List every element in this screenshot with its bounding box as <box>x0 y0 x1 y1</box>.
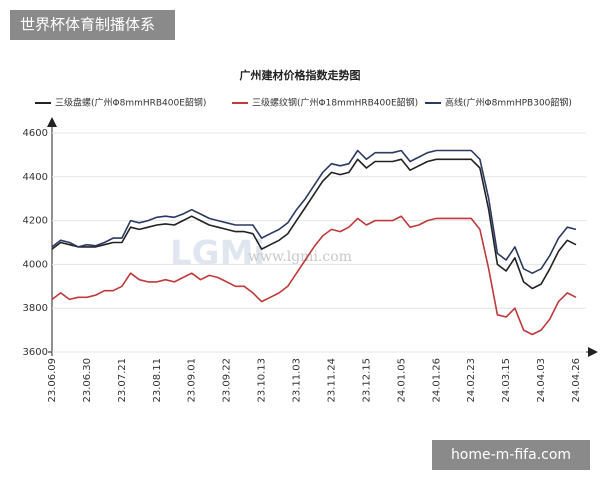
series-line <box>51 158 577 290</box>
badge-text: home-m-fifa.com <box>451 447 571 463</box>
y-tick-label: 4600 <box>23 128 48 139</box>
legend-label: 三级盘螺(广州Φ8mmHRB400E韶钢) <box>55 97 206 109</box>
x-tick-label: 23.10.13 <box>257 358 268 403</box>
x-tick-label: 23.09.01 <box>187 358 198 403</box>
x-tick-label: 24.01.26 <box>431 358 442 403</box>
y-tick-label: 4200 <box>23 216 48 227</box>
y-tick-label: 3800 <box>23 303 48 314</box>
series-line <box>51 215 577 336</box>
badge-box <box>10 10 175 40</box>
x-tick-label: 23.08.11 <box>152 358 163 403</box>
legend: 三级盘螺(广州Φ8mmHRB400E韶钢) 三级螺纹钢(广州Φ18mmHRB400… <box>35 97 572 109</box>
x-tick-label: 23.07.21 <box>117 358 128 403</box>
watermark-logo: LGMi <box>170 234 265 274</box>
watermark-site: www.lgmi.com <box>248 249 352 265</box>
x-tick-label: 24.01.05 <box>396 358 407 403</box>
legend-label: 三级螺纹钢(广州Φ18mmHRB400E韶钢) <box>252 97 418 109</box>
series-line <box>51 149 577 274</box>
chart-title: 广州建材价格指数走势图 <box>240 68 361 82</box>
x-tick-label: 23.11.24 <box>326 358 337 403</box>
axis-arrow <box>588 347 598 357</box>
axis-arrow <box>47 117 57 127</box>
y-tick-label: 4400 <box>23 172 48 183</box>
x-tick-label: 23.11.03 <box>292 358 303 403</box>
badge-box <box>432 440 590 470</box>
x-tick-label: 24.03.15 <box>501 358 512 403</box>
y-tick-label: 4000 <box>23 259 48 270</box>
badge-text: 世界杯体育制播体系 <box>20 16 155 34</box>
x-tick-label: 23.06.30 <box>82 358 93 403</box>
x-tick-label: 24.04.26 <box>571 358 582 403</box>
x-tick-label: 24.02.23 <box>466 358 477 403</box>
x-tick-label: 23.06.09 <box>47 358 58 403</box>
y-tick-label: 3600 <box>23 347 48 358</box>
x-tick-label: 23.12.15 <box>361 358 372 403</box>
legend-label: 高线(广州Φ8mmHPB300韶钢) <box>445 97 572 109</box>
x-tick-label: 24.04.03 <box>536 358 547 403</box>
x-tick-label: 23.09.22 <box>222 358 233 403</box>
